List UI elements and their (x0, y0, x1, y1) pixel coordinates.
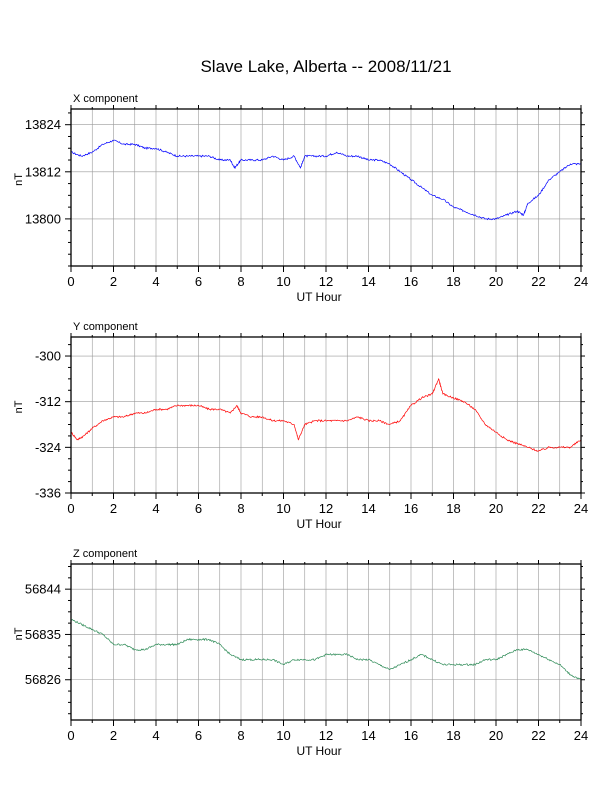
x-tick-label: 8 (237, 728, 244, 743)
x-tick-label: 0 (67, 274, 74, 289)
x-tick-label: 6 (195, 501, 202, 516)
x-tick-label: 20 (489, 728, 503, 743)
x-tick-label: 2 (110, 728, 117, 743)
series-line (70, 377, 582, 452)
y-tick-label: 13812 (25, 164, 61, 179)
y-axis-label: nT (13, 400, 25, 413)
x-tick-label: 24 (574, 501, 588, 516)
x-tick-label: 22 (531, 501, 545, 516)
x-tick-label: 22 (531, 728, 545, 743)
x-tick-label: 12 (319, 274, 333, 289)
x-tick-label: 4 (152, 501, 159, 516)
x-axis-label: UT Hour (296, 290, 341, 304)
y-tick-label: 56826 (25, 672, 61, 687)
x-tick-label: 12 (319, 728, 333, 743)
x-tick-label: 14 (361, 274, 375, 289)
page-title: Slave Lake, Alberta -- 2008/11/21 (200, 57, 452, 76)
panel-label: Y component (73, 321, 138, 333)
x-tick-label: 10 (276, 274, 290, 289)
x-tick-label: 6 (195, 274, 202, 289)
series-line (70, 139, 582, 221)
x-tick-label: 10 (276, 501, 290, 516)
x-tick-label: 0 (67, 501, 74, 516)
x-tick-label: 2 (110, 501, 117, 516)
y-tick-label: -336 (35, 486, 61, 501)
x-tick-label: 10 (276, 728, 290, 743)
x-tick-label: 20 (489, 501, 503, 516)
y-tick-label: 56844 (25, 582, 61, 597)
x-tick-label: 8 (237, 274, 244, 289)
x-tick-label: 18 (446, 501, 460, 516)
x-tick-label: 8 (237, 501, 244, 516)
panel-label: Z component (73, 548, 137, 560)
y-axis-label: nT (13, 173, 25, 186)
x-tick-label: 4 (152, 728, 159, 743)
x-axis-label: UT Hour (296, 517, 341, 531)
x-tick-label: 24 (574, 728, 588, 743)
y-tick-label: 56835 (25, 627, 61, 642)
y-tick-label: 13800 (25, 211, 61, 226)
x-tick-label: 20 (489, 274, 503, 289)
x-axis-label: UT Hour (296, 744, 341, 758)
x-tick-label: 14 (361, 501, 375, 516)
x-tick-label: 4 (152, 274, 159, 289)
y-tick-label: -324 (35, 440, 61, 455)
x-tick-label: 12 (319, 501, 333, 516)
y-axis-label: nT (13, 627, 25, 640)
x-tick-label: 6 (195, 728, 202, 743)
x-tick-label: 18 (446, 728, 460, 743)
x-tick-label: 2 (110, 274, 117, 289)
x-tick-label: 14 (361, 728, 375, 743)
x-tick-label: 24 (574, 274, 588, 289)
x-tick-label: 16 (404, 501, 418, 516)
x-tick-label: 16 (404, 728, 418, 743)
y-tick-label: -300 (35, 349, 61, 364)
x-tick-label: 18 (446, 274, 460, 289)
panel-label: X component (73, 93, 138, 105)
x-tick-label: 0 (67, 728, 74, 743)
y-tick-label: -312 (35, 394, 61, 409)
y-tick-label: 13824 (25, 117, 61, 132)
x-tick-label: 16 (404, 274, 418, 289)
x-tick-label: 22 (531, 274, 545, 289)
series-line (70, 619, 582, 680)
